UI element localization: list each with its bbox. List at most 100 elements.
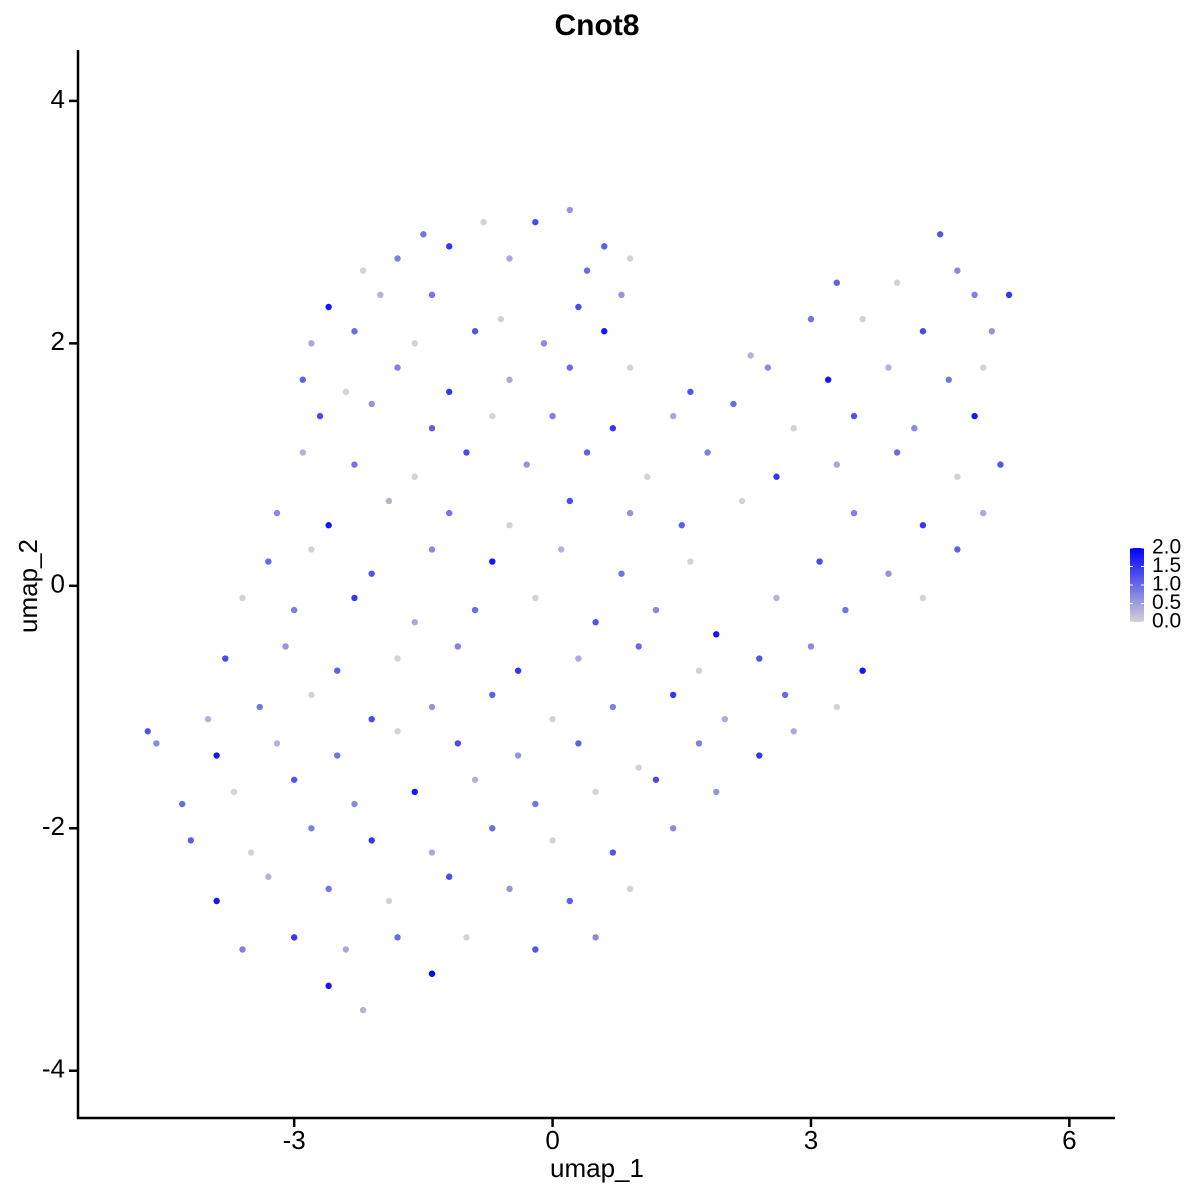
cell-point: [626, 509, 634, 517]
y-tick-label: -2: [42, 811, 65, 841]
cell-point: [351, 328, 358, 335]
cell-point: [299, 376, 306, 383]
colorbar-tick-label: 1.0: [1152, 573, 1181, 596]
cell-point: [971, 412, 978, 420]
cell-point: [532, 800, 539, 808]
cell-point: [635, 764, 642, 771]
cell-point: [773, 594, 780, 602]
cell-point: [411, 788, 418, 796]
cell-point: [713, 631, 720, 638]
cell-point: [738, 497, 746, 505]
cell-point: [644, 473, 651, 480]
cell-point: [351, 461, 358, 468]
cell-point: [919, 594, 927, 602]
cell-point: [394, 655, 401, 662]
cell-point: [532, 218, 539, 226]
cell-point: [816, 558, 823, 565]
y-tick-label: -4: [42, 1054, 65, 1084]
cell-point: [256, 703, 263, 711]
cell-point: [308, 691, 315, 699]
cell-point: [290, 606, 298, 614]
cell-point: [308, 825, 315, 832]
cell-point: [368, 400, 375, 408]
cell-point: [428, 703, 436, 711]
cell-point: [609, 425, 617, 432]
cell-point: [204, 715, 212, 723]
cell-point: [652, 606, 660, 614]
cell-point: [411, 473, 418, 480]
cell-point: [308, 340, 315, 347]
cell-point: [446, 873, 453, 880]
cell-point: [911, 425, 918, 432]
cell-point: [351, 594, 358, 602]
x-tick-label: 6: [1062, 1125, 1076, 1155]
cell-point: [540, 340, 548, 347]
cell-point: [489, 412, 496, 420]
cell-point: [334, 752, 341, 759]
cell-point: [368, 837, 375, 844]
cell-point: [618, 291, 625, 299]
cell-point: [609, 703, 617, 711]
cell-point: [506, 376, 513, 383]
cell-point: [351, 800, 358, 808]
cell-point: [385, 897, 393, 905]
cell-point: [394, 255, 401, 262]
cell-point: [678, 522, 685, 529]
cell-point: [859, 315, 866, 323]
cell-point: [368, 570, 375, 577]
cell-point: [489, 558, 496, 565]
cell-point: [988, 328, 996, 335]
cell-point: [428, 970, 436, 977]
cell-point: [626, 364, 634, 371]
cell-point: [773, 473, 780, 480]
chart-title: Cnot8: [555, 9, 640, 42]
colorbar-tick-label: 0.5: [1152, 591, 1181, 614]
cell-point: [316, 412, 324, 420]
cell-point: [222, 655, 229, 662]
cell-point: [480, 218, 487, 226]
cell-point: [807, 643, 815, 650]
cell-point: [695, 667, 703, 674]
cell-point: [359, 267, 367, 274]
cell-point: [342, 946, 350, 953]
cell-point: [144, 728, 151, 735]
cell-point: [919, 522, 927, 529]
cell-point: [971, 291, 978, 299]
cell-point: [790, 425, 797, 432]
cell-point: [747, 352, 754, 359]
cell-point: [471, 776, 479, 783]
cell-point: [695, 740, 703, 747]
cell-point: [187, 837, 195, 844]
cell-point: [428, 291, 436, 299]
cell-point: [626, 255, 634, 262]
cell-point: [299, 449, 306, 456]
cell-point: [790, 728, 797, 735]
cell-point: [420, 231, 427, 238]
cell-point: [566, 364, 573, 371]
cell-point: [669, 412, 677, 420]
cell-point: [919, 328, 927, 335]
cell-point: [359, 1006, 367, 1014]
cell-point: [980, 509, 987, 517]
cell-point: [497, 315, 505, 323]
cell-point: [652, 776, 660, 783]
cell-point: [230, 788, 238, 796]
cell-point: [446, 388, 453, 396]
cell-point: [1005, 291, 1013, 299]
cell-point: [454, 643, 462, 650]
cell-point: [334, 667, 341, 674]
cell-point: [566, 497, 573, 505]
cell-point: [377, 291, 384, 299]
cell-point: [980, 364, 987, 371]
cell-point: [549, 837, 556, 844]
cell-point: [635, 643, 642, 650]
cell-point: [704, 449, 711, 456]
cell-point: [325, 522, 332, 529]
cell-point: [687, 558, 694, 565]
cell-point: [669, 691, 677, 699]
cell-point: [308, 546, 315, 553]
cell-point: [833, 703, 841, 711]
y-tick-label: 2: [51, 326, 65, 356]
cell-point: [368, 715, 375, 723]
cell-point: [557, 546, 565, 553]
